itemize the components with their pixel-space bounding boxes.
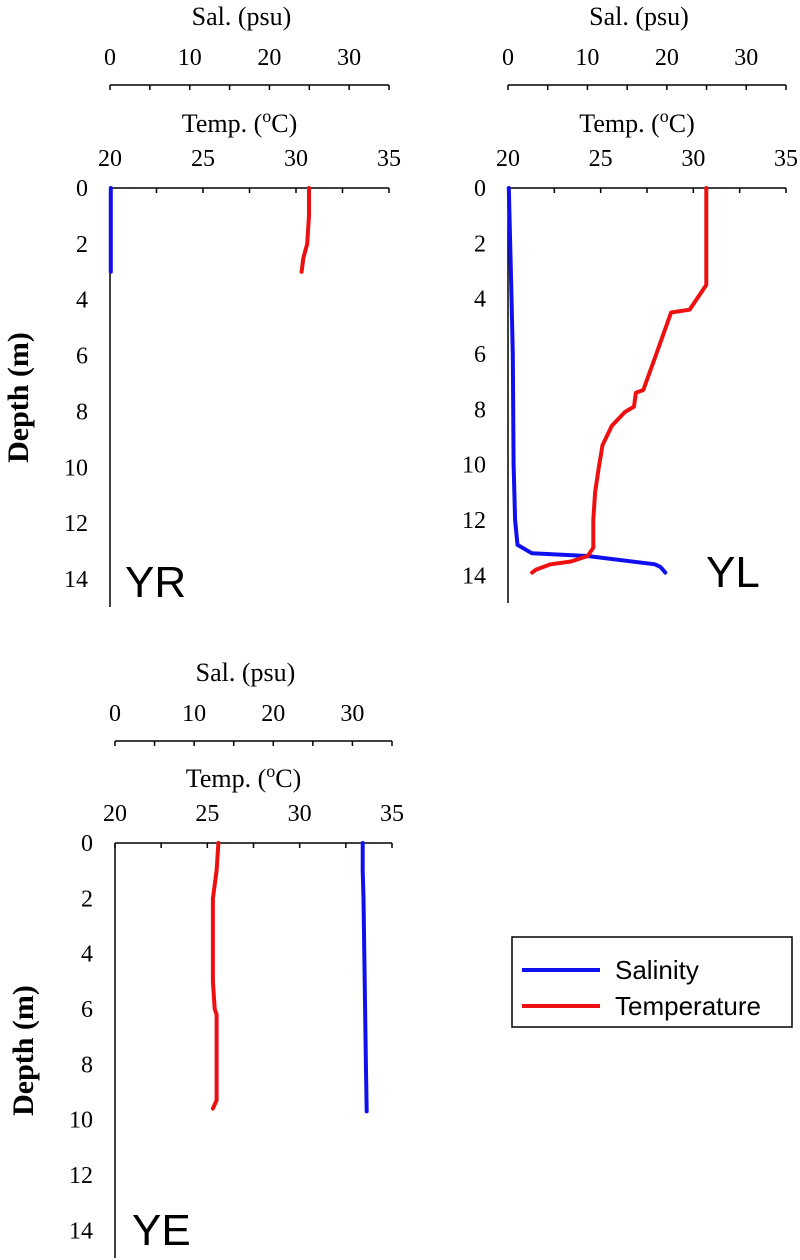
panel-label: YL: [706, 548, 760, 597]
temperature-axis-title: Temp. (oC): [186, 761, 302, 793]
depth-tick-label: 8: [474, 397, 486, 423]
temperature-tick-label: 25: [191, 146, 215, 172]
salinity-tick-label: 0: [109, 701, 121, 727]
depth-tick-label: 2: [76, 232, 88, 258]
salinity-axis-title: Sal. (psu): [192, 2, 292, 31]
salinity-line: [506, 186, 668, 575]
temperature-tick-label: 35: [380, 801, 404, 827]
panel-yl: 0 10 20 30 Sal. (psu) 20 25 30 35 Temp. (oC) 0 2 4 6 8…: [462, 2, 798, 603]
legend: Salinity Temperature: [511, 936, 793, 1028]
depth-tick-label: 12: [462, 508, 486, 534]
salinity-tick-label: 10: [182, 701, 206, 727]
depth-axis-title: Depth (m): [2, 332, 35, 463]
temperature-tick-label: 20: [496, 146, 520, 172]
salinity-tick-label: 20: [261, 701, 285, 727]
legend-temperature-label: Temperature: [615, 991, 761, 1021]
depth-tick-label: 14: [462, 563, 486, 589]
salinity-tick-label: 10: [575, 45, 599, 71]
depth-tick-label: 12: [64, 511, 88, 537]
depth-tick-label: 10: [462, 453, 486, 479]
salinity-axis-title: Sal. (psu): [196, 658, 296, 687]
depth-tick-label: 10: [69, 1108, 93, 1134]
legend-salinity-label: Salinity: [615, 955, 699, 985]
salinity-tick-label: 20: [655, 45, 679, 71]
salinity-tick-label: 20: [257, 45, 281, 71]
panel-yr: 0 10 20 30 Sal. (psu) 20 25 30 35 Temp. (oC) 0 2 4 6 8…: [2, 2, 401, 607]
depth-axis-title: Depth (m): [7, 985, 40, 1116]
depth-tick-label: 4: [81, 942, 93, 968]
depth-tick-label: 14: [69, 1218, 93, 1244]
depth-tick-label: 6: [474, 342, 486, 368]
panel-label: YE: [132, 1206, 191, 1255]
depth-tick-label: 2: [474, 231, 486, 257]
salinity-tick-label: 0: [104, 45, 116, 71]
salinity-tick-label: 30: [734, 45, 758, 71]
temperature-line: [299, 186, 311, 274]
depth-tick-label: 6: [76, 344, 88, 370]
temperature-line: [530, 186, 709, 575]
depth-tick-label: 10: [64, 455, 88, 481]
temperature-line: [210, 841, 221, 1111]
depth-tick-label: 2: [81, 886, 93, 912]
temperature-tick-label: 30: [288, 801, 312, 827]
depth-tick-label: 4: [76, 288, 88, 314]
salinity-tick-label: 30: [337, 45, 361, 71]
legend-box: [511, 936, 793, 1028]
salinity-tick-label: 10: [178, 45, 202, 71]
temperature-tick-label: 30: [284, 146, 308, 172]
temperature-tick-label: 20: [98, 146, 122, 172]
panel-ye: 0 10 20 30 Sal. (psu) 20 25 30 35 Temp. (oC) 0 2 4 6 8…: [7, 658, 404, 1258]
depth-tick-label: 0: [81, 831, 93, 857]
depth-tick-label: 6: [81, 997, 93, 1023]
temperature-tick-label: 25: [589, 146, 613, 172]
depth-tick-label: 12: [69, 1163, 93, 1189]
temperature-tick-label: 30: [681, 146, 705, 172]
temperature-axis-title: Temp. (oC): [579, 106, 695, 138]
depth-tick-label: 4: [474, 287, 486, 313]
salinity-axis-title: Sal. (psu): [589, 2, 689, 31]
temperature-tick-label: 25: [195, 801, 219, 827]
salinity-tick-label: 0: [502, 45, 514, 71]
salinity-tick-label: 30: [340, 701, 364, 727]
depth-tick-label: 8: [81, 1052, 93, 1078]
depth-tick-label: 8: [76, 399, 88, 425]
temperature-tick-label: 35: [774, 146, 798, 172]
depth-tick-label: 0: [474, 176, 486, 202]
depth-tick-label: 0: [76, 176, 88, 202]
salinity-line: [360, 841, 369, 1114]
temperature-tick-label: 20: [103, 801, 127, 827]
temperature-tick-label: 35: [377, 146, 401, 172]
temperature-axis-title: Temp. (oC): [182, 106, 298, 138]
depth-tick-label: 14: [64, 567, 88, 593]
panel-label: YR: [125, 558, 186, 607]
